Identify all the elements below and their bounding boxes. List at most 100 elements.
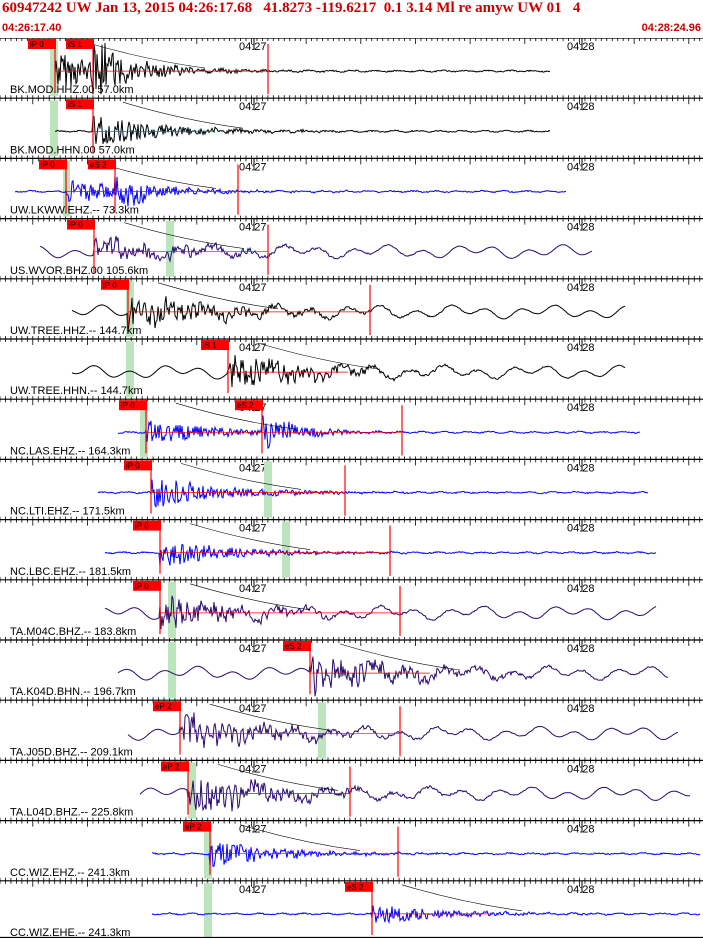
tick-label: 04:28	[567, 763, 595, 775]
channel-panel[interactable]: 04:27 04:28 iP 0 US.WVOR.BHZ.00 105.6km	[0, 218, 703, 279]
station-label: TA.M04C.BHZ.-- 183.8km	[10, 626, 136, 638]
tick-label: 04:28	[567, 101, 595, 113]
pick-flag[interactable]	[133, 580, 161, 591]
pick-flag[interactable]	[66, 39, 94, 49]
pick-flag[interactable]	[235, 400, 263, 411]
pick-flag[interactable]	[101, 279, 129, 290]
tick-label: 04:27	[239, 282, 267, 294]
station-label: CC.WIZ.EHE.-- 241.3km	[10, 927, 130, 938]
station-label: NC.LBC.EHZ.-- 181.5km	[10, 566, 131, 578]
pick-label: iS 1	[203, 341, 217, 350]
waveform-trace	[151, 843, 701, 867]
tick-label: 04:28	[567, 523, 595, 535]
pick-flag[interactable]	[66, 99, 94, 110]
waveform-trace	[117, 656, 669, 697]
tick-label: 04:28	[567, 41, 595, 53]
station-label: UW.TREE.HHN.-- 144.7km	[10, 385, 143, 397]
tick-label: 04:27	[239, 342, 267, 354]
pick-flag[interactable]	[67, 219, 95, 230]
tick-label: 04:28	[567, 342, 595, 354]
channel-panel[interactable]: 04:27 04:28 iP 0 NC.LTI.EHZ.-- 171.5km	[0, 458, 703, 520]
channel-panel[interactable]: 04:27 04:28 eP 2 TA.L04D.BHZ.-- 225.8km	[0, 759, 703, 821]
station-label: TA.L04D.BHZ.-- 225.8km	[10, 807, 133, 819]
channel-panel[interactable]: 04:27 04:28 eS 2 CC.WIZ.EHE.-- 241.3km	[0, 880, 703, 938]
waveform-trace	[104, 595, 657, 630]
travel-time-curve	[123, 222, 245, 249]
pick-label: eP 2	[155, 702, 172, 711]
station-label: TA.K04D.BHN.-- 196.7km	[10, 686, 136, 698]
tick-label: 04:28	[567, 402, 595, 414]
channel-panel[interactable]: 04:27 04:28 eP 2 TA.J05D.BHZ.-- 209.1km	[0, 699, 703, 761]
station-label: US.WVOR.BHZ.00 105.6km	[10, 265, 148, 277]
pick-flag[interactable]	[124, 460, 152, 471]
station-label: UW.TREE.HHZ.-- 144.7km	[10, 325, 141, 337]
tick-label: 04:27	[239, 161, 267, 173]
pick-flag[interactable]	[133, 520, 161, 531]
tick-label: 04:27	[239, 703, 267, 715]
channel-panel[interactable]: 04:27 04:28 iP 0 UW.TREE.HHZ.-- 144.7km	[0, 278, 703, 339]
waveform-trace	[15, 176, 567, 207]
pick-flag[interactable]	[283, 641, 311, 651]
phase-window	[264, 461, 272, 518]
phase-window	[204, 822, 212, 879]
travel-time-curve	[180, 463, 302, 490]
pick-flag[interactable]	[39, 159, 67, 170]
pick-label: iP 0	[135, 522, 149, 531]
pick-label: iP 0	[126, 461, 140, 470]
station-label: NC.LAS.EHZ.-- 164.3km	[10, 445, 130, 457]
phase-window	[318, 702, 326, 759]
tick-label: 04:28	[567, 462, 595, 474]
pick-flag[interactable]	[345, 881, 373, 892]
channel-panel[interactable]: 04:27 04:28 iP 0 NC.LBC.EHZ.-- 181.5km	[0, 519, 703, 580]
event-header: 60947242 UW Jan 13, 2015 04:26:17.68 41.…	[0, 0, 703, 38]
channel-panel[interactable]: 04:27 04:28 iS 1 UW.TREE.HHN.-- 144.7km	[0, 338, 703, 400]
tick-label: 04:27	[239, 763, 267, 775]
channel-panel[interactable]: 04:27 04:28 iP 0 eS 2 UW.LKWW.EHZ.-- 73.3km	[0, 157, 703, 219]
station-label: UW.LKWW.EHZ.-- 73.3km	[10, 205, 139, 217]
pick-label: eS 2	[90, 160, 107, 169]
travel-time-curve	[175, 402, 297, 430]
pick-label: eS 2	[285, 642, 302, 651]
travel-time-curve	[209, 703, 331, 731]
waveform-trace	[54, 115, 551, 144]
tick-label: 04:28	[567, 703, 595, 715]
station-label: BK.MOD.HHN.00 57.0km	[10, 144, 135, 156]
event-summary: 60947242 UW Jan 13, 2015 04:26:17.68 41.…	[2, 0, 581, 16]
waveform-trace	[97, 479, 648, 508]
channel-panel[interactable]: 04:27 04:28 iS 1 BK.MOD.HHN.00 57.0km	[0, 97, 703, 159]
waveform-trace	[139, 779, 691, 812]
travel-time-curve	[339, 643, 461, 671]
waveform-trace	[39, 235, 593, 263]
pick-flag[interactable]	[153, 701, 181, 712]
end-time: 04:28:24.96	[641, 22, 701, 34]
channel-panel[interactable]: 04:27 04:28 eS 2 TA.K04D.BHN.-- 196.7km	[0, 639, 703, 701]
phase-window	[282, 521, 290, 578]
waveform-trace	[151, 905, 701, 925]
waveform-trace	[127, 712, 679, 749]
tick-label: 04:27	[239, 583, 267, 595]
phase-window	[126, 341, 134, 398]
phase-window	[50, 100, 58, 157]
pick-flag[interactable]	[161, 761, 189, 772]
pick-label: eS 2	[237, 401, 254, 410]
pick-label: iP 0	[121, 401, 135, 410]
pick-flag[interactable]	[201, 340, 229, 350]
pick-flag[interactable]	[28, 39, 56, 49]
phase-window	[140, 401, 148, 458]
start-time: 04:26:17.40	[2, 22, 62, 34]
phase-window	[204, 882, 212, 938]
tick-label: 04:27	[239, 462, 267, 474]
phase-window	[126, 280, 134, 337]
channel-panel[interactable]: 04:27 04:28 iP 0 iS 1 BK.MOD.HHZ.00 57.0km	[0, 38, 703, 99]
pick-flag[interactable]	[88, 159, 116, 170]
tick-label: 04:27	[239, 101, 267, 113]
waveform-trace	[71, 296, 626, 333]
tick-label: 04:28	[567, 282, 595, 294]
pick-flag[interactable]	[119, 400, 147, 411]
pick-flag[interactable]	[183, 821, 211, 832]
channel-panel[interactable]: 04:27 04:28 iP 0 TA.M04C.BHZ.-- 183.8km	[0, 579, 703, 640]
tick-label: 04:27	[239, 222, 267, 234]
